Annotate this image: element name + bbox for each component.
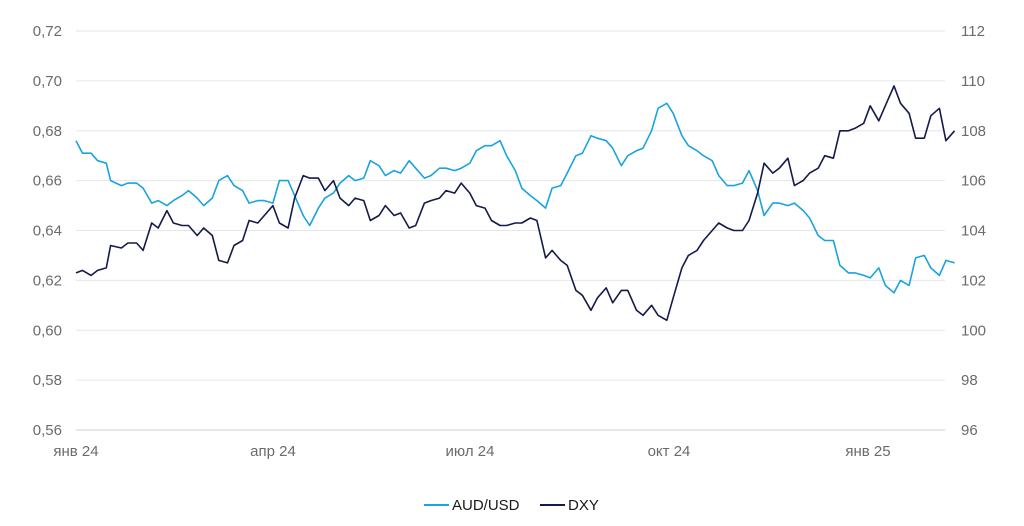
series-line-dxy (75, 85, 956, 322)
x-tick-label: янв 24 (53, 443, 98, 460)
x-tick-label: июл 24 (446, 443, 495, 460)
y-right-tick-label: 110 (961, 73, 985, 90)
y-left-tick-label: 0,70 (33, 73, 62, 90)
y-left-tick-label: 0,56 (33, 422, 62, 439)
y-right-tick-label: 96 (961, 422, 978, 439)
y-right-tick-label: 100 (961, 322, 986, 339)
y-left-tick-label: 0,60 (33, 322, 62, 339)
y-left-tick-label: 0,62 (33, 272, 62, 289)
x-axis-ticks: янв 24 апр 24 июл 24 окт 24 янв 25 (53, 443, 890, 460)
y-right-tick-label: 104 (961, 223, 986, 240)
y-left-tick-label: 0,64 (33, 223, 62, 240)
x-tick-label: апр 24 (250, 443, 296, 460)
y-left-tick-label: 0,66 (33, 173, 62, 190)
x-tick-label: янв 25 (845, 443, 890, 460)
y-right-tick-label: 112 (961, 23, 985, 40)
right-axis-ticks: 96 98 100 102 104 106 108 110 112 (961, 23, 986, 439)
y-left-tick-label: 0,68 (33, 123, 62, 140)
series-line-audusd (75, 102, 955, 294)
gridlines (76, 30, 945, 431)
x-tick-label: окт 24 (648, 443, 691, 460)
y-right-tick-label: 106 (961, 173, 986, 190)
legend-label-dxy: DXY (568, 497, 599, 514)
series-lines (75, 85, 956, 322)
y-right-tick-label: 108 (961, 123, 986, 140)
y-left-tick-label: 0,58 (33, 372, 62, 389)
legend-label-audusd: AUD/USD (452, 497, 520, 514)
y-right-tick-label: 98 (961, 372, 978, 389)
left-axis-ticks: 0,56 0,58 0,60 0,62 0,64 0,66 0,68 0,70 0,72 (33, 23, 62, 439)
y-right-tick-label: 102 (961, 272, 986, 289)
y-left-tick-label: 0,72 (33, 23, 62, 40)
legend: AUD/USD DXY (424, 497, 599, 514)
